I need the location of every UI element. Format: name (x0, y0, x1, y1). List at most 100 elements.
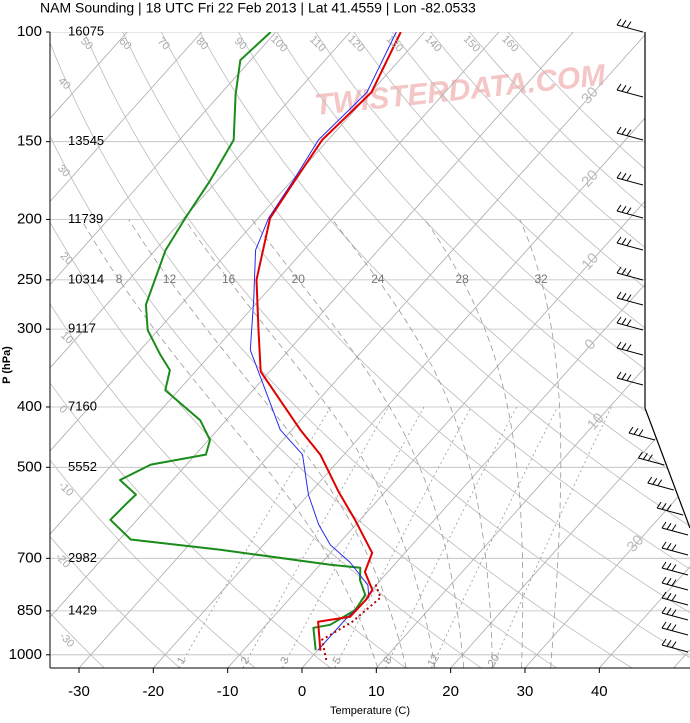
mixing-ratio-label: 2 (239, 655, 252, 666)
barb-shaft (616, 322, 644, 331)
barb-feather (661, 503, 667, 510)
barb-feather (621, 20, 627, 27)
dry-adiabat-label: -30 (57, 630, 77, 650)
y-tick-label: 400 (17, 398, 42, 415)
dry-adiabat-label: -10 (56, 479, 76, 499)
dry-adiabat (161, 32, 690, 668)
barb-shaft (616, 377, 644, 386)
barb-feather (637, 451, 643, 459)
wind-barb (616, 171, 644, 186)
mixing-ratio-line (385, 406, 517, 668)
isotherm (50, 32, 277, 668)
dry-adiabat (50, 32, 331, 668)
isotherm (50, 32, 574, 668)
moist-adiabat (251, 219, 465, 668)
y-tick-label: 150 (17, 133, 42, 150)
barb-feather (671, 564, 677, 571)
barb-shaft (661, 612, 689, 621)
wind-barb (647, 476, 674, 491)
barb-shaft (661, 547, 689, 556)
wind-barb (628, 426, 656, 441)
barb-shaft (616, 210, 644, 219)
wind-barb (616, 291, 644, 306)
wind-barb (616, 316, 644, 331)
profile-line (255, 32, 402, 651)
barb-feather (621, 173, 627, 180)
isotherm (524, 32, 690, 668)
barb-feather (671, 524, 677, 531)
mixing-ratio-label: 5 (331, 655, 344, 666)
barb-feather (666, 640, 672, 647)
wind-barb (616, 371, 644, 386)
x-tick-label: 0 (298, 683, 306, 700)
mixing-ratio-label: 1 (175, 655, 188, 666)
mixing-ratio-line (178, 406, 331, 668)
x-tick-label: 10 (368, 683, 385, 700)
barb-shaft (616, 89, 644, 98)
barb-feather (621, 238, 627, 245)
dry-adiabat (50, 32, 256, 668)
barb-feather (621, 318, 627, 325)
wind-barb (637, 451, 665, 466)
dry-adiabat-label: 160 (499, 33, 520, 54)
barb-shaft (661, 567, 689, 576)
x-tick-label: -30 (68, 683, 90, 700)
barb-feather (616, 236, 622, 244)
mixing-ratio-line (334, 406, 472, 668)
barb-feather (616, 204, 622, 212)
dry-adiabat (430, 32, 690, 668)
dry-adiabat (315, 32, 690, 668)
barb-feather (666, 578, 672, 585)
wind-barb (616, 18, 644, 33)
isotherm (50, 32, 128, 668)
barb-shaft (647, 482, 674, 491)
profile-line (109, 32, 367, 651)
wind-barb (661, 591, 689, 606)
height-label: 5552 (68, 459, 97, 474)
barb-feather (661, 541, 667, 549)
barb-feather (666, 593, 672, 600)
profiles (109, 32, 402, 661)
profile-line (249, 32, 397, 651)
mixing-ratio-label: 12 (425, 652, 442, 669)
barb-feather (661, 638, 667, 646)
dry-adiabat (50, 32, 482, 668)
moist-adiabat (80, 219, 379, 668)
wind-barb (661, 521, 689, 536)
dry-adiabat (469, 32, 690, 668)
barb-feather (661, 521, 667, 529)
height-label: 2982 (68, 550, 97, 565)
wind-barb (616, 236, 644, 251)
dry-adiabat (276, 32, 690, 668)
barb-shaft (616, 242, 644, 251)
height-label: 16075 (68, 23, 104, 38)
height-label: 11739 (68, 211, 103, 226)
barb-shaft (661, 597, 689, 606)
moist-adiabat (184, 219, 436, 668)
barb-feather (626, 294, 632, 301)
barb-feather (616, 291, 622, 299)
dry-adiabat-label: 90 (232, 35, 249, 52)
barb-feather (626, 174, 632, 181)
barb-shaft (661, 582, 689, 591)
barb-shaft (661, 627, 689, 636)
y-tick-label: 500 (17, 458, 42, 475)
moist-adiabat-label: 20 (292, 272, 306, 286)
moist-adiabat-label: 12 (163, 272, 177, 286)
barb-feather (638, 429, 644, 436)
barb-shaft (616, 297, 644, 306)
wind-barb (661, 606, 689, 621)
barb-feather (626, 269, 632, 276)
dry-adiabat (50, 32, 633, 668)
barb-staff (644, 32, 690, 529)
barb-feather (621, 85, 627, 92)
wind-barb (661, 541, 689, 556)
barb-feather (666, 523, 672, 530)
barb-feather (621, 343, 627, 350)
wind-barb (616, 126, 644, 141)
x-tick-label: -20 (142, 683, 164, 700)
moist-adiabat (424, 219, 524, 668)
isotherm (673, 32, 690, 668)
barb-feather (616, 18, 622, 26)
